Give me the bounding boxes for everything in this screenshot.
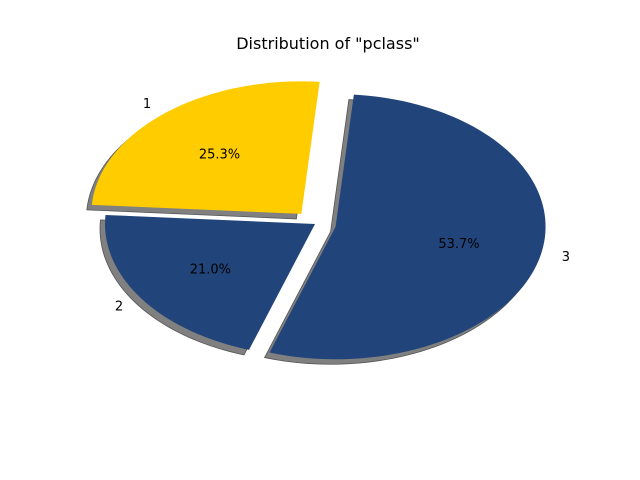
pie-slice-2	[105, 214, 315, 350]
slice-labels: 1 25.3% 2 21.0% 3 53.7%	[115, 97, 570, 314]
slice-label-1: 1	[143, 97, 151, 112]
slice-percent-3: 53.7%	[438, 237, 479, 252]
slice-label-3: 3	[562, 250, 570, 265]
slice-label-2: 2	[115, 299, 123, 314]
pie-slice-1	[91, 81, 320, 214]
slice-percent-2: 21.0%	[190, 262, 231, 277]
chart-title: Distribution of "pclass"	[236, 34, 420, 53]
slice-percent-1: 25.3%	[199, 148, 240, 163]
pie-slices	[91, 81, 546, 360]
pie-slice-3	[269, 94, 546, 360]
